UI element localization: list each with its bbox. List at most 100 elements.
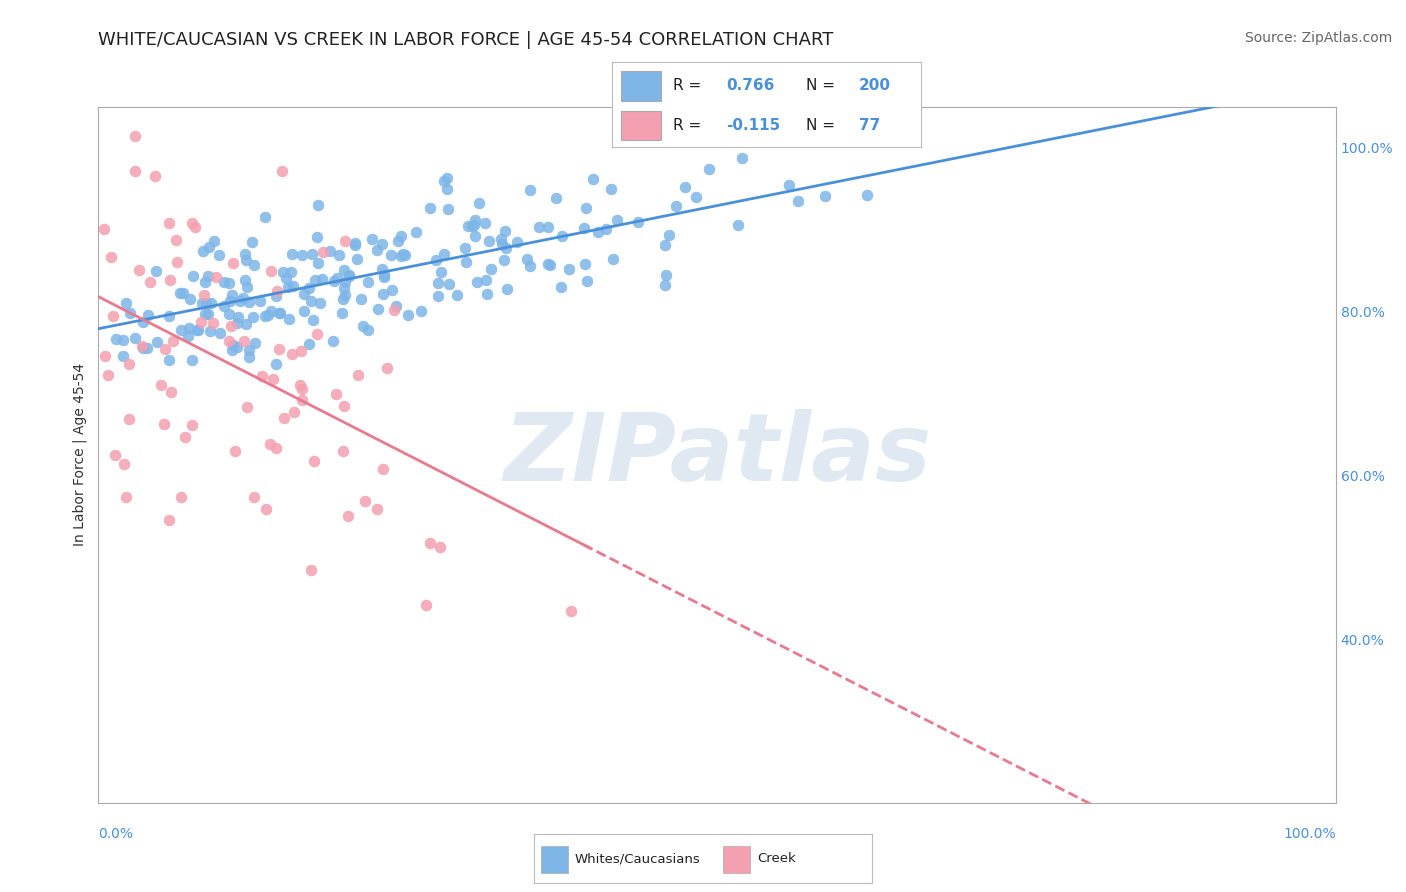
Point [281, 279, 304, 293]
Point [352, 318, 374, 333]
Point [427, 276, 450, 290]
Point [457, 219, 479, 233]
Point [111, 349, 134, 363]
Point [312, 244, 335, 259]
Point [201, 316, 224, 330]
Text: WHITE/CAUCASIAN VS CREEK IN LABOR FORCE | AGE 45-54 CORRELATION CHART: WHITE/CAUCASIAN VS CREEK IN LABOR FORCE … [98, 31, 834, 49]
Point [370, 237, 392, 252]
Point [586, 225, 609, 239]
Point [153, 417, 176, 432]
Point [291, 393, 314, 408]
Point [235, 252, 257, 267]
Point [477, 286, 499, 301]
Point [117, 412, 139, 426]
Point [575, 274, 598, 288]
Point [181, 268, 204, 283]
Point [346, 368, 368, 382]
Point [160, 384, 183, 399]
Point [269, 306, 291, 320]
Point [392, 247, 415, 261]
Point [197, 307, 219, 321]
Point [118, 357, 141, 371]
Point [235, 280, 257, 294]
Point [467, 195, 489, 210]
Point [727, 219, 749, 233]
Point [429, 540, 451, 554]
Point [212, 275, 235, 289]
Point [481, 261, 503, 276]
Point [273, 265, 295, 279]
Point [574, 257, 596, 271]
Point [159, 216, 181, 230]
Point [242, 310, 264, 325]
Point [333, 288, 356, 302]
Point [138, 275, 160, 289]
Point [208, 248, 231, 262]
Point [256, 308, 278, 322]
Point [305, 327, 328, 342]
Point [446, 288, 468, 302]
Point [186, 323, 208, 337]
Point [658, 228, 681, 243]
Point [97, 368, 120, 382]
Point [337, 268, 360, 283]
Point [291, 383, 314, 397]
Point [550, 280, 572, 294]
Text: N =: N = [807, 78, 841, 93]
Point [367, 301, 389, 316]
Point [409, 303, 432, 318]
Point [114, 490, 136, 504]
Point [538, 258, 561, 272]
Point [495, 241, 517, 255]
Point [249, 293, 271, 308]
Point [197, 268, 219, 283]
Point [373, 268, 395, 282]
Point [235, 246, 257, 260]
Point [218, 307, 240, 321]
Point [454, 255, 477, 269]
Point [194, 275, 217, 289]
Point [200, 295, 222, 310]
Point [124, 128, 146, 143]
Point [333, 399, 356, 413]
Point [343, 238, 366, 252]
Point [332, 443, 354, 458]
Point [463, 219, 485, 233]
Point [299, 293, 322, 308]
Point [136, 342, 159, 356]
Point [856, 188, 879, 202]
Point [180, 216, 202, 230]
Point [537, 219, 560, 234]
Point [232, 291, 254, 305]
Point [218, 334, 240, 348]
Point [599, 182, 621, 196]
Point [235, 317, 257, 331]
Point [454, 241, 477, 255]
Point [380, 248, 402, 262]
FancyBboxPatch shape [541, 847, 568, 873]
Point [124, 331, 146, 345]
Point [323, 274, 346, 288]
Point [464, 229, 486, 244]
Point [193, 287, 215, 301]
Point [190, 315, 212, 329]
Text: Source: ZipAtlas.com: Source: ZipAtlas.com [1244, 31, 1392, 45]
Point [226, 310, 249, 324]
Point [333, 263, 356, 277]
Point [194, 307, 217, 321]
Point [273, 411, 295, 425]
Point [291, 248, 314, 262]
Point [582, 171, 605, 186]
Point [283, 405, 305, 419]
Point [433, 247, 456, 261]
Text: ZIPatlas: ZIPatlas [503, 409, 931, 501]
Point [350, 292, 373, 306]
Point [114, 295, 136, 310]
Point [519, 183, 541, 197]
Point [260, 264, 283, 278]
Point [357, 275, 380, 289]
Point [654, 277, 676, 292]
Point [120, 306, 142, 320]
Text: -0.115: -0.115 [725, 118, 780, 133]
Point [225, 340, 247, 354]
